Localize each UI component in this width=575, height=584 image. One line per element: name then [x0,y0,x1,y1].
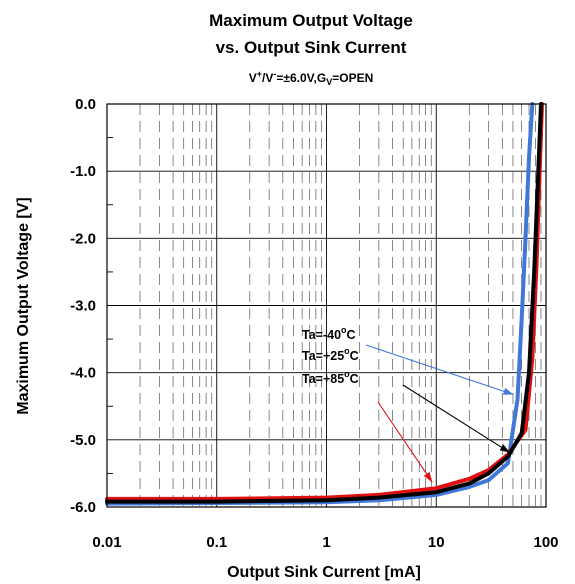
subtitle-end: =OPEN [332,71,373,85]
subtitle-sup1: + [257,69,262,79]
y-tick-label: -2.0 [70,230,96,247]
arrow-ta-plus85 [377,401,433,483]
series-label-1: Ta=-40oC [302,325,356,342]
y-tick-label: 0.0 [75,96,96,113]
x-tick-label: 100 [533,534,558,551]
chart-subtitle: V+/V-=±6.0V,GV=OPEN [249,69,374,87]
arrow-ta-plus25-head [499,444,510,453]
arrow-ta-plus85-head [423,471,433,483]
y-axis-label: Maximum Output Voltage [V] [15,197,32,414]
y-tick-label: -1.0 [70,163,96,180]
x-axis-label: Output Sink Current [mA] [227,564,421,581]
arrow-layer [365,344,514,483]
y-tick-label: -4.0 [70,365,96,382]
y-tick-label: -6.0 [70,499,96,516]
series-layer [105,102,544,506]
x-tick-label: 1 [322,534,330,551]
subtitle-sup2: - [273,69,276,79]
tick-layer: 0.01 0.1 1 10 100 0.0 -1.0 -2.0 -3.0 -4.0 -5.0 -6.0 [70,96,558,551]
series-label-3: Ta=+85oC [302,369,359,386]
series-line-1 [105,102,535,506]
legend-layer: Ta=-40oC Ta=+25oC Ta=+85oC [302,325,359,386]
subtitle-v1: V [249,71,257,85]
arrow-ta-plus25 [402,384,511,454]
y-tick-label: -5.0 [70,432,96,449]
subtitle-sub: V [326,77,332,87]
subtitle-mid: =±6.0V,G [276,71,326,85]
plot-frame [106,103,547,508]
series-label-2: Ta=+25oC [302,346,359,363]
chart-title-line2: vs. Output Sink Current [216,38,407,57]
subtitle-slash: /V [262,71,273,85]
chart-title-line1: Maximum Output Voltage [209,11,413,30]
x-tick-label: 10 [428,534,445,551]
arrow-ta-minus40-head [502,388,514,395]
x-tick-label: 0.01 [92,534,121,551]
x-tick-label: 0.1 [206,534,227,551]
y-tick-label: -3.0 [70,298,96,315]
grid-layer [106,103,547,508]
arrow-ta-minus40 [365,344,514,396]
series-line-3 [105,102,544,501]
series-line-2 [105,102,543,504]
